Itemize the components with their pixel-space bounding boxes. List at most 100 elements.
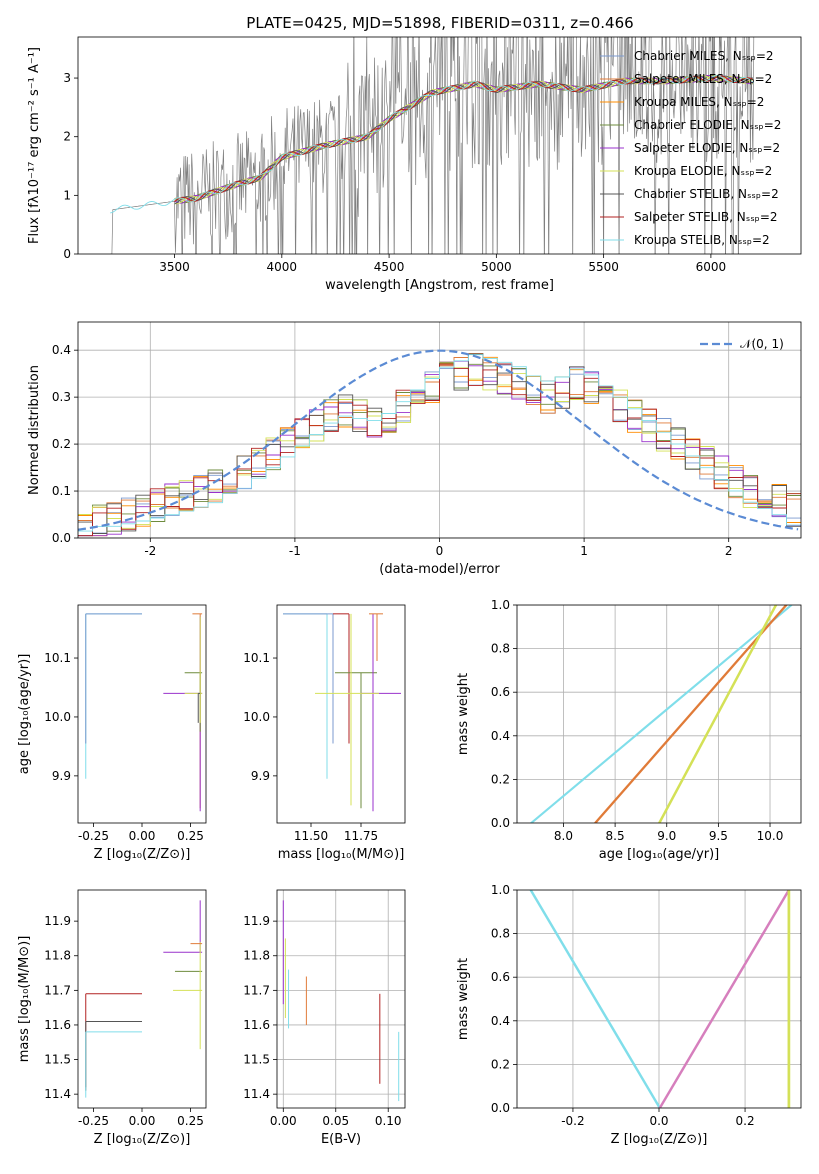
massweight_vs_age-xtick-label: 10.0 bbox=[757, 829, 784, 843]
histogram-series-7 bbox=[78, 363, 801, 537]
spectrum-frame bbox=[77, 36, 802, 255]
spectrum-xtick-label: 5000 bbox=[481, 260, 512, 274]
massweight_vs_age-ylabel: mass weight bbox=[456, 673, 471, 755]
spectrum-xtick-label: 4000 bbox=[267, 260, 298, 274]
age_vs_Z-frame bbox=[77, 604, 207, 824]
mass_vs_Z-xtick-label: 0.25 bbox=[177, 1114, 204, 1128]
mass_vs_ebv-frame bbox=[276, 889, 406, 1109]
residuals-ytick-label: 0.2 bbox=[52, 437, 71, 451]
spectrum-ytick-label: 1 bbox=[63, 188, 71, 202]
spectrum-ylabel: Flux [fλ10⁻¹⁷ erg cm⁻² s⁻¹ A⁻¹] bbox=[27, 47, 42, 244]
massweight_vs_Z-xlabel: Z [log₁₀(Z/Z⊙)] bbox=[611, 1132, 708, 1147]
massweight_vs_Z-ytick-label: 0.6 bbox=[491, 970, 510, 984]
model-line-3 bbox=[174, 74, 753, 204]
massweight_vs_age-ytick-label: 0.2 bbox=[491, 772, 510, 786]
mass_vs_ebv-plot-area bbox=[277, 890, 405, 1108]
age_vs_Z-xtick-label: -0.25 bbox=[78, 829, 109, 843]
residuals-xtick-label: 1 bbox=[580, 544, 588, 558]
massweight_vs_age-frame bbox=[516, 604, 802, 824]
spectrum-ytick-label: 2 bbox=[63, 130, 71, 144]
mass_vs_ebv-ytick-label: 11.4 bbox=[243, 1087, 270, 1101]
residuals-xtick-label: -2 bbox=[144, 544, 156, 558]
massweight_vs_Z-line-0-1 bbox=[530, 890, 661, 1108]
mass_vs_ebv-ytick-label: 11.7 bbox=[243, 983, 270, 997]
age_vs_mass-xtick-label: 11.50 bbox=[294, 829, 328, 843]
mass_vs_Z-frame bbox=[77, 889, 207, 1109]
massweight_vs_Z-xtick-label: 0.2 bbox=[736, 1114, 755, 1128]
residuals-frame bbox=[77, 321, 802, 539]
massweight_vs_Z-ytick-label: 0.4 bbox=[491, 1014, 510, 1028]
age_vs_mass-ytick-label: 10.0 bbox=[243, 710, 270, 724]
massweight_vs_Z-xtick-label: 0.0 bbox=[649, 1114, 668, 1128]
massweight_vs_Z-ylabel: mass weight bbox=[456, 958, 471, 1040]
residuals-xlabel: (data-model)/error bbox=[379, 562, 500, 577]
mass_vs_ebv-ytick-label: 11.9 bbox=[243, 914, 270, 928]
massweight_vs_age-plot-area bbox=[517, 605, 801, 823]
mass_vs_Z-ytick-label: 11.9 bbox=[44, 914, 71, 928]
mass_vs_Z-plot-area bbox=[85, 900, 203, 1098]
age_vs_mass-plot-area bbox=[283, 613, 401, 812]
mass_vs_ebv-ytick-label: 11.5 bbox=[243, 1053, 270, 1067]
mass_vs_ebv-xtick-label: 0.00 bbox=[270, 1114, 297, 1128]
mass_vs_Z-ytick-label: 11.7 bbox=[44, 983, 71, 997]
spectrum-xtick-label: 5500 bbox=[588, 260, 619, 274]
massweight_vs_age-ytick-label: 0.0 bbox=[491, 816, 510, 830]
spectrum-xtick-label: 4500 bbox=[374, 260, 405, 274]
residuals-plot-area bbox=[78, 322, 801, 538]
mass_vs_Z-ytick-label: 11.5 bbox=[44, 1053, 71, 1067]
age_vs_Z-ytick-label: 10.0 bbox=[44, 710, 71, 724]
gaussian-curve bbox=[78, 349, 799, 531]
residuals-ytick-label: 0.0 bbox=[52, 531, 71, 545]
massweight_vs_age-line-2-0 bbox=[657, 605, 776, 823]
age_vs_Z-xlabel: Z [log₁₀(Z/Z⊙)] bbox=[94, 847, 191, 862]
age_vs_Z-xtick-label: 0.00 bbox=[129, 829, 156, 843]
model-line-5 bbox=[174, 75, 754, 205]
legend-label-5: Kroupa ELODIE, Nₛₛₚ=2 bbox=[634, 164, 772, 178]
mass_vs_Z-xtick-label: 0.00 bbox=[129, 1114, 156, 1128]
age_vs_mass-xlabel: mass [log₁₀(M/M⊙)] bbox=[278, 847, 405, 862]
residuals-ylabel: Normed distribution bbox=[27, 365, 42, 495]
massweight_vs_age-ytick-label: 0.8 bbox=[491, 642, 510, 656]
spectrum-ytick-label: 0 bbox=[63, 247, 71, 261]
age_vs_mass-xtick-label: 11.75 bbox=[344, 829, 378, 843]
massweight_vs_Z-ytick-label: 0.0 bbox=[491, 1101, 510, 1115]
massweight_vs_age-xtick-label: 8.5 bbox=[606, 829, 625, 843]
age_vs_Z-ytick-label: 10.1 bbox=[44, 651, 71, 665]
massweight_vs_age-line-0-2 bbox=[531, 605, 793, 823]
massweight_vs_age-line-1-0 bbox=[594, 605, 786, 823]
age_vs_mass-frame bbox=[276, 604, 406, 824]
massweight_vs_age-xlabel: age [log₁₀(age/yr)] bbox=[599, 847, 720, 862]
massweight_vs_Z-ytick-label: 0.2 bbox=[491, 1057, 510, 1071]
massweight_vs_Z-frame bbox=[516, 889, 802, 1109]
legend-label-4: Salpeter ELODIE, Nₛₛₚ=2 bbox=[634, 141, 780, 155]
legend-label-3: Chabrier ELODIE, Nₛₛₚ=2 bbox=[634, 118, 781, 132]
age_vs_Z-ylabel: age [log₁₀(age/yr)] bbox=[17, 654, 32, 775]
histogram-series-8 bbox=[78, 354, 801, 532]
spectrum-xlabel: wavelength [Angstrom, rest frame] bbox=[325, 278, 554, 293]
residuals-ytick-label: 0.4 bbox=[52, 343, 71, 357]
mass_vs_Z-ytick-label: 11.6 bbox=[44, 1018, 71, 1032]
mass_vs_ebv-xtick-label: 0.10 bbox=[375, 1114, 402, 1128]
mass_vs_Z-ytick-label: 11.8 bbox=[44, 949, 71, 963]
massweight_vs_age-line-2-1 bbox=[658, 605, 777, 823]
massweight_vs_age-line-1-1 bbox=[594, 605, 787, 823]
massweight_vs_age-ytick-label: 0.4 bbox=[491, 729, 510, 743]
mass_vs_ebv-xtick-label: 0.05 bbox=[322, 1114, 349, 1128]
massweight_vs_Z-ytick-label: 0.8 bbox=[491, 927, 510, 941]
massweight_vs_Z-line-1-2 bbox=[660, 890, 791, 1108]
age_vs_Z-plot-area bbox=[85, 613, 203, 812]
legend-label-1: Salpeter MILES, Nₛₛₚ=2 bbox=[634, 72, 772, 86]
mass_vs_Z-ylabel: mass [log₁₀(M/M⊙)] bbox=[17, 936, 32, 1063]
mass_vs_Z-xlabel: Z [log₁₀(Z/Z⊙)] bbox=[94, 1132, 191, 1147]
mass_vs_Z-xtick-label: -0.25 bbox=[78, 1114, 109, 1128]
model-line-4 bbox=[174, 74, 754, 204]
age_vs_mass-ytick-label: 10.1 bbox=[243, 651, 270, 665]
residuals-xtick-label: 2 bbox=[725, 544, 733, 558]
observed-spectrum-line bbox=[110, 37, 755, 254]
massweight_vs_Z-plot-area bbox=[517, 890, 801, 1108]
mass_vs_ebv-xlabel: E(B-V) bbox=[321, 1132, 361, 1147]
massweight_vs_Z-line-0-0 bbox=[529, 890, 660, 1108]
spectrum-xtick-label: 3500 bbox=[159, 260, 190, 274]
legend-label-6: Chabrier STELIB, Nₛₛₚ=2 bbox=[634, 187, 779, 201]
